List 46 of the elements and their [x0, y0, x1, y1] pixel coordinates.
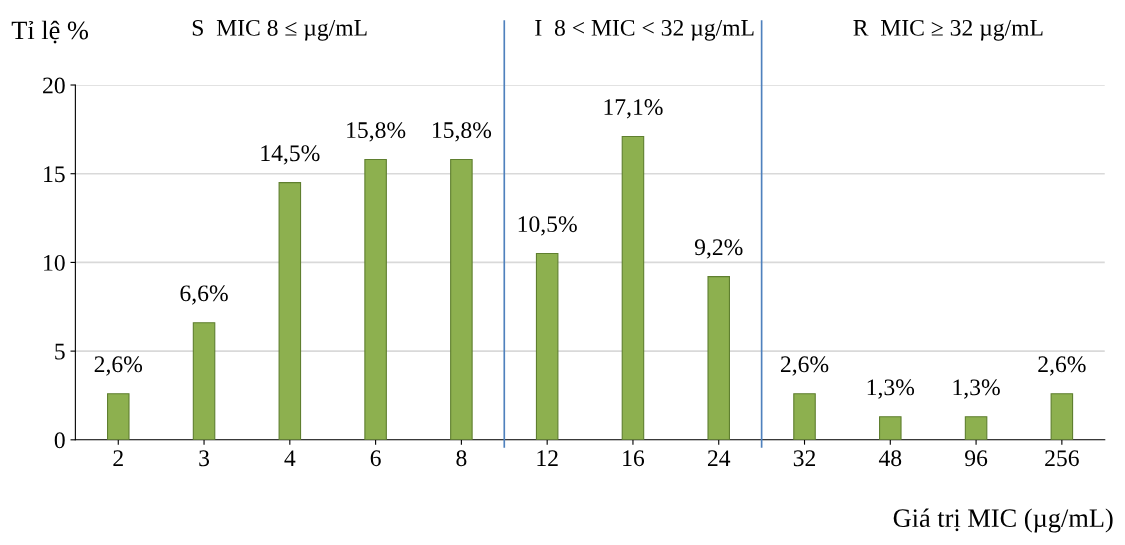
- x-tick-label: 16: [623, 450, 645, 467]
- x-tick-label: 4: [284, 450, 296, 466]
- text: R MIC ≥ 32 µg/mL: [853, 19, 1043, 41]
- data-label: 1,3%: [953, 379, 1000, 399]
- bar: [964, 416, 988, 440]
- bar: [1050, 393, 1074, 440]
- bar: [450, 158, 473, 440]
- data-label: 2,6%: [94, 356, 143, 376]
- x-tick-label: 24: [707, 450, 731, 466]
- data-label: 15,8%: [432, 122, 492, 142]
- y-tick-label: 15: [44, 166, 65, 183]
- x-tick-label: 6: [370, 450, 381, 467]
- bar: [192, 322, 216, 440]
- data-label: 15,8%: [347, 122, 406, 142]
- x-axis-title: Giá trị MIC (µg/mL): [893, 508, 1113, 533]
- x-tick-label: 48: [878, 450, 902, 467]
- y-tick-label: 5: [55, 343, 65, 360]
- x-tick-label: 8: [456, 450, 467, 467]
- text: I 8 < MIC < 32 µg/mL: [535, 19, 754, 41]
- bar: [106, 393, 130, 440]
- data-label: 1,3%: [867, 379, 915, 399]
- y-tick-label: 0: [54, 432, 65, 449]
- data-label: 14,5%: [261, 145, 320, 165]
- data-label: 6,6%: [180, 285, 228, 305]
- x-tick-label: 12: [537, 450, 558, 466]
- text: S MIC 8 ≤ µg/mL: [192, 19, 367, 41]
- x-tick-label: 256: [1045, 450, 1079, 467]
- x-tick-label: 32: [793, 450, 816, 467]
- bar: [535, 252, 559, 440]
- bar: [621, 135, 645, 440]
- data-label: 9,2%: [694, 239, 743, 259]
- y-tick-label: 20: [43, 77, 65, 94]
- x-tick-label: 96: [965, 450, 988, 467]
- data-label: 2,6%: [1038, 356, 1086, 376]
- bar: [707, 276, 731, 440]
- bar: [278, 182, 302, 440]
- y-tick-label: 10: [44, 254, 65, 271]
- data-label: 10,5%: [518, 216, 577, 236]
- x-tick-label: 3: [199, 450, 210, 467]
- data-label: 2,6%: [780, 356, 829, 376]
- bar: [879, 416, 902, 440]
- bar: [793, 393, 816, 440]
- data-label: 17,1%: [604, 99, 663, 119]
- x-tick-label: 2: [113, 450, 123, 466]
- bar: [364, 158, 387, 440]
- y-axis-title: Tỉ lệ %: [11, 20, 89, 44]
